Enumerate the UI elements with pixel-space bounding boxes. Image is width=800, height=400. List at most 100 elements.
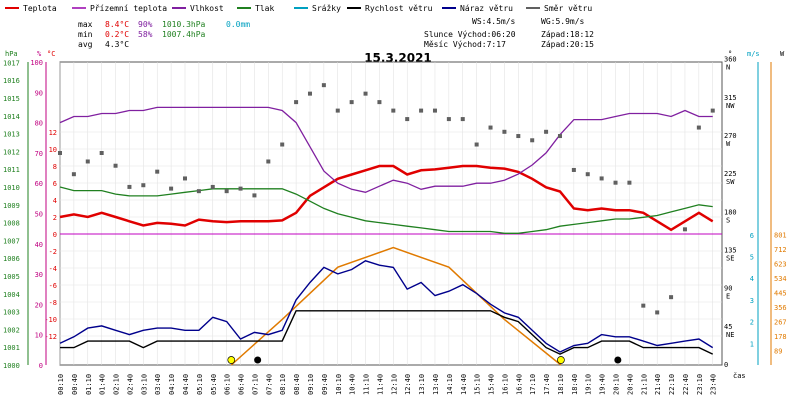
wind-direction-point [321, 83, 326, 88]
y-tick-ms: 2 [750, 319, 754, 327]
y-tick-w: 801 [774, 231, 787, 239]
wind-direction-point [571, 167, 576, 172]
x-tick-label: 09:40 [321, 374, 329, 395]
x-tick-label: 02:40 [126, 374, 134, 395]
y-tick-hpa: 1001 [3, 344, 20, 352]
series-line-3 [59, 186, 713, 234]
wind-direction-point [557, 134, 562, 139]
x-tick-label: 04:10 [168, 374, 176, 395]
y-tick-temp: 0 [53, 231, 57, 239]
x-tick-label: 05:10 [196, 374, 204, 395]
y-tick-hpa: 1006 [3, 255, 20, 263]
y-tick-w: 356 [774, 304, 787, 312]
y-tick-temp: 10 [49, 146, 57, 154]
y-tick-hpa: 1005 [3, 273, 20, 281]
wind-direction-point [641, 303, 646, 308]
x-tick-label: 16:10 [501, 374, 509, 395]
stats-sunrise: Slunce Východ:06:20 [424, 30, 516, 39]
x-tick-label: 06:10 [224, 374, 232, 395]
x-tick-label: 11:10 [363, 374, 371, 395]
wind-direction-point [613, 180, 618, 185]
series-line-5 [59, 260, 714, 353]
wind-direction-point [488, 125, 493, 130]
wind-direction-point [502, 129, 507, 134]
y-tick-pct: 10 [35, 332, 43, 340]
y-tick-temp: 6 [53, 180, 57, 188]
sunrise-marker [227, 356, 236, 364]
y-tick-hpa: 1004 [3, 291, 20, 299]
wind-direction-point [58, 151, 62, 155]
wind-direction-point [141, 183, 146, 188]
x-tick-label: 18:10 [557, 374, 565, 395]
wind-direction-point [530, 138, 535, 143]
stats-sunset: Západ:18:12 [541, 30, 594, 39]
axis-unit-pct: % [37, 50, 42, 58]
wind-direction-point [182, 176, 187, 181]
y-tick-w: 712 [774, 246, 787, 254]
wind-direction-point [99, 151, 104, 155]
y-tick-hpa: 1017 [3, 59, 20, 67]
x-tick-label: 10:10 [335, 374, 343, 395]
y-tick-ms: 1 [750, 340, 754, 348]
wind-direction-point [696, 125, 701, 130]
y-tick-hpa: 1013 [3, 131, 20, 139]
wind-direction-point [196, 189, 201, 194]
stats-avg-label: avg [78, 40, 93, 49]
stats-max-pressure: 1010.3hPa [162, 20, 206, 29]
y-tick-dir-label: E [726, 293, 730, 301]
y-tick-dir: 0 [724, 361, 728, 369]
x-tick-label: 09:10 [307, 374, 315, 395]
y-tick-pct: 60 [35, 180, 43, 188]
wind-direction-point [460, 117, 465, 122]
y-tick-temp: -10 [44, 316, 57, 324]
y-tick-hpa: 1016 [3, 77, 20, 85]
y-tick-dir: 90 [724, 285, 732, 293]
y-tick-dir: 360 [724, 56, 737, 64]
x-tick-label: 19:10 [585, 374, 593, 395]
x-tick-label: 19:40 [599, 374, 607, 395]
sunset-marker [557, 356, 565, 364]
wind-direction-point [155, 169, 160, 174]
stats-max-humidity: 90% [138, 20, 153, 29]
y-tick-w: 623 [774, 260, 787, 268]
x-tick-label: 11:40 [376, 374, 384, 395]
legend-label-1: Teplota [23, 4, 57, 13]
wind-direction-point [169, 186, 174, 191]
x-tick-label: 23:10 [696, 374, 704, 395]
x-tick-label: 23:40 [710, 374, 718, 395]
y-tick-pct: 50 [35, 211, 43, 219]
y-tick-hpa: 1010 [3, 184, 20, 192]
x-tick-label: 22:40 [682, 374, 690, 395]
stats-max-label: max [78, 20, 93, 29]
y-tick-w: 445 [774, 289, 787, 297]
wind-direction-point [224, 189, 229, 194]
x-tick-label: 01:10 [85, 374, 93, 395]
wind-direction-point [419, 108, 424, 113]
x-tick-label: 17:10 [529, 374, 537, 395]
x-tick-label: 12:40 [404, 374, 412, 395]
legend-label-4: Tlak [255, 4, 274, 13]
y-tick-dir: 270 [724, 132, 737, 140]
series-line-4 [60, 310, 713, 355]
wind-direction-point [307, 91, 312, 96]
wind-direction-point [252, 193, 257, 198]
wind-direction-point [363, 91, 368, 96]
x-tick-label: 15:10 [474, 374, 482, 395]
y-tick-temp: 8 [53, 163, 57, 171]
y-tick-pct: 100 [30, 59, 43, 67]
moonrise-marker [254, 356, 262, 364]
x-tick-label: 00:10 [57, 374, 65, 395]
series-line-1 [59, 164, 714, 232]
wind-direction-point [391, 108, 396, 113]
y-tick-hpa: 1009 [3, 202, 20, 210]
series-solar-radiation [230, 246, 562, 366]
legend-label-3: Vlhkost [190, 4, 224, 13]
stats-moonrise: Měsíc Východ:7:17 [424, 40, 506, 49]
x-tick-label: 06:40 [238, 374, 246, 395]
y-tick-temp: 12 [49, 129, 57, 137]
chart-title: 15.3.2021 [364, 51, 432, 65]
x-tick-label: 10:40 [349, 374, 357, 395]
series-line-2 [59, 106, 713, 193]
wind-direction-point [85, 159, 90, 164]
